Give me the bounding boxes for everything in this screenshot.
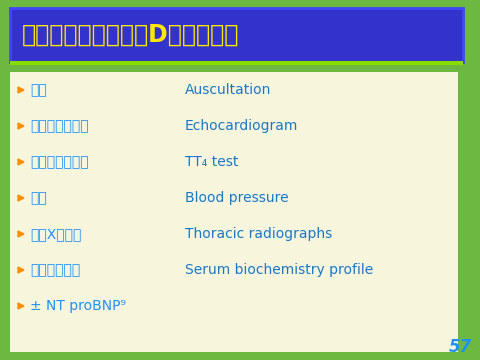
Text: 胸部X線検査: 胸部X線検査	[30, 227, 82, 241]
Text: 聴診: 聴診	[30, 83, 47, 97]
Polygon shape	[18, 231, 24, 237]
Polygon shape	[18, 303, 24, 309]
Text: Blood pressure: Blood pressure	[185, 191, 288, 205]
Text: 血圧: 血圧	[30, 191, 47, 205]
Text: Echocardiogram: Echocardiogram	[185, 119, 299, 133]
Text: 血液化学検査: 血液化学検査	[30, 263, 80, 277]
Text: ± NT proBNP⁹: ± NT proBNP⁹	[30, 299, 126, 313]
Polygon shape	[18, 267, 24, 273]
Text: Thoracic radiographs: Thoracic radiographs	[185, 227, 332, 241]
Text: TT₄ test: TT₄ test	[185, 155, 239, 169]
Polygon shape	[18, 159, 24, 165]
Text: 心臓超音波検査: 心臓超音波検査	[30, 119, 89, 133]
Bar	[10, 61, 463, 65]
Text: 57: 57	[449, 338, 472, 356]
Text: 甲状腺機能検査: 甲状腺機能検査	[30, 155, 89, 169]
Text: 猫の心不全ステージD必要な検査: 猫の心不全ステージD必要な検査	[22, 23, 240, 47]
Polygon shape	[18, 87, 24, 93]
Polygon shape	[18, 123, 24, 129]
FancyBboxPatch shape	[10, 72, 458, 352]
FancyBboxPatch shape	[10, 8, 463, 62]
Polygon shape	[18, 195, 24, 201]
Text: Auscultation: Auscultation	[185, 83, 271, 97]
Text: Serum biochemistry profile: Serum biochemistry profile	[185, 263, 373, 277]
